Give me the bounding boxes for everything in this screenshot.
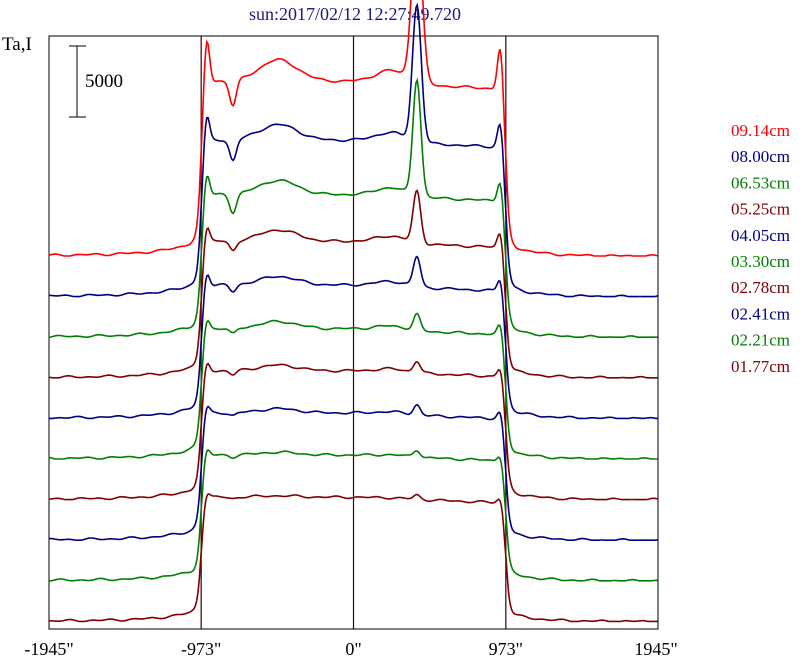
y-axis-label: Ta,I bbox=[2, 34, 32, 55]
series-line bbox=[49, 255, 658, 420]
x-tick-label: 0" bbox=[345, 639, 361, 659]
series-group bbox=[48, 0, 658, 623]
series-line bbox=[48, 0, 658, 257]
legend-entry: 02.41cm bbox=[731, 304, 790, 323]
x-tick-label: -1945" bbox=[24, 639, 73, 659]
legend-entry: 06.53cm bbox=[731, 173, 790, 192]
series-line bbox=[49, 448, 658, 582]
chart-title: sun:2017/02/12 12:27:49.720 bbox=[249, 4, 461, 24]
legend-entry: 05.25cm bbox=[731, 200, 790, 219]
legend-entry: 08.00cm bbox=[731, 147, 790, 166]
series-line bbox=[49, 77, 658, 338]
series-line bbox=[48, 189, 658, 379]
legend-entry: 09.14cm bbox=[731, 121, 790, 140]
legend-entry: 02.21cm bbox=[731, 331, 790, 350]
x-tick-label: 1945" bbox=[634, 639, 677, 659]
vertical-reference-lines bbox=[200, 36, 507, 629]
series-line bbox=[48, 493, 658, 623]
legend-entry: 01.77cm bbox=[731, 357, 790, 376]
series-line bbox=[48, 2, 658, 298]
legend: 09.14cm 08.00cm 06.53cm 05.25cm 04.05cm 03.30… bbox=[731, 121, 790, 376]
x-tick-labels: -1945" -973" 0" 973" 1945" bbox=[24, 639, 677, 659]
legend-entry: 04.05cm bbox=[731, 226, 790, 245]
series-line bbox=[48, 361, 658, 501]
series-line bbox=[48, 312, 658, 460]
legend-entry: 02.78cm bbox=[731, 278, 790, 297]
x-tick-label: 973" bbox=[489, 639, 523, 659]
scale-bar-label: 5000 bbox=[85, 71, 123, 92]
scale-bar: 5000 bbox=[69, 45, 123, 118]
x-tick-label: -973" bbox=[181, 639, 221, 659]
legend-entry: 03.30cm bbox=[731, 252, 790, 271]
series-line bbox=[48, 403, 658, 541]
